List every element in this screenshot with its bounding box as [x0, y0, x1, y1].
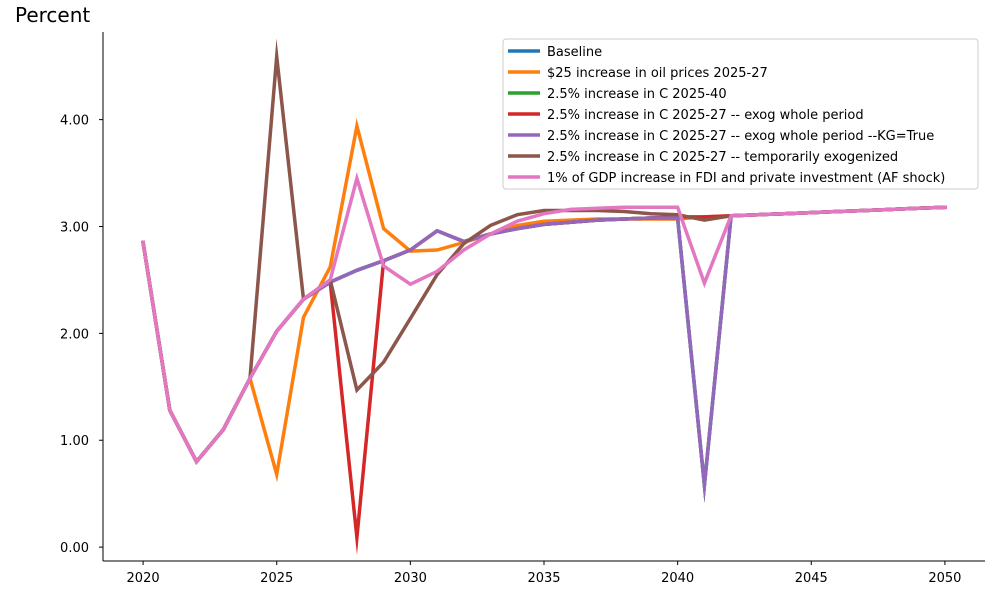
x-tick-label: 2025: [260, 571, 293, 586]
x-tick-label: 2040: [661, 571, 694, 586]
legend-label: Baseline: [547, 45, 602, 60]
series-line-5: [141, 205, 947, 503]
series-line-4: [141, 205, 947, 556]
y-tick-label: 3.00: [60, 221, 89, 236]
x-tick-label: 2050: [928, 571, 961, 586]
x-tick-label: 2030: [394, 571, 427, 586]
y-tick-label: 2.00: [60, 327, 89, 342]
legend-label: 2.5% increase in C 2025-27 -- temporaril…: [547, 150, 898, 165]
y-tick-label: 0.00: [60, 541, 89, 556]
chart-title: Percent: [15, 3, 91, 27]
y-tick-label: 1.00: [60, 434, 89, 449]
legend-label: 2.5% increase in C 2025-40: [547, 87, 727, 102]
series-line-3: [141, 205, 947, 503]
legend-box: [502, 38, 979, 190]
y-tick-label: 4.00: [60, 114, 89, 129]
x-tick-label: 2020: [127, 571, 160, 586]
legend-label: 2.5% increase in C 2025-27 -- exog whole…: [547, 129, 934, 144]
legend-label: 2.5% increase in C 2025-27 -- exog whole…: [547, 108, 864, 123]
legend-label: $25 increase in oil prices 2025-27: [547, 66, 768, 81]
series-line-7: [141, 171, 947, 465]
series-line-1: [141, 205, 947, 503]
x-tick-label: 2045: [795, 571, 828, 586]
legend-label: 1% of GDP increase in FDI and private in…: [547, 171, 945, 186]
x-tick-label: 2035: [527, 571, 560, 586]
